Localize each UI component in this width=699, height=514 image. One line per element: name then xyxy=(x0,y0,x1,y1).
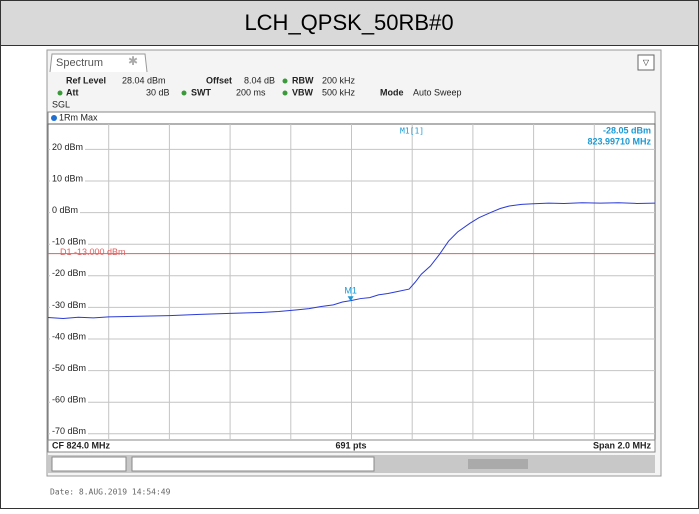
legend-dot xyxy=(51,115,57,121)
y-tick-label-bg xyxy=(50,395,89,405)
y-tick-label-bg xyxy=(50,300,89,310)
header-value: 500 kHz xyxy=(322,87,356,97)
header-dot xyxy=(282,90,288,96)
header-value: 8.04 dB xyxy=(244,75,275,85)
header-value: SGL xyxy=(52,99,70,109)
trace-bar xyxy=(47,111,656,125)
menu-button[interactable] xyxy=(637,54,655,71)
marker-readout-y: -28.05 dBm xyxy=(603,125,651,135)
footer-center: CF 824.0 MHz xyxy=(52,440,111,450)
header-value: 28.04 dBm xyxy=(122,75,166,85)
y-tick-label: 10 dBm xyxy=(52,173,83,183)
title-bar xyxy=(0,0,699,46)
tab xyxy=(49,53,148,73)
trace xyxy=(47,202,656,319)
tab-label: Spectrum xyxy=(56,57,103,69)
marker-readout-label: M1[1] xyxy=(400,127,424,136)
y-tick-label: -70 dBm xyxy=(52,426,86,436)
y-tick-label: -30 dBm xyxy=(52,300,86,310)
y-tick-label: 20 dBm xyxy=(52,142,83,152)
y-tick-label: -20 dBm xyxy=(52,268,86,278)
header-label: Ref Level xyxy=(66,75,106,85)
header-dot xyxy=(181,90,187,96)
marker xyxy=(347,296,354,302)
footer-points: 691 pts xyxy=(335,440,366,450)
marker-readout-x: 823.99710 MHz xyxy=(587,136,651,146)
menu-icon: ▽ xyxy=(643,58,650,67)
header-value: 200 kHz xyxy=(322,75,356,85)
y-tick-label-bg xyxy=(50,174,86,184)
tab-icon: ✱ xyxy=(128,54,138,68)
header-label: Offset xyxy=(206,75,232,85)
y-tick-label: 0 dBm xyxy=(52,205,78,215)
y-tick-label-bg xyxy=(50,237,89,247)
header-label: Mode xyxy=(380,87,404,97)
header-value: 200 ms xyxy=(236,87,266,97)
status-box xyxy=(51,456,127,472)
header-label: RBW xyxy=(292,75,314,85)
header-label: SWT xyxy=(191,87,211,97)
legend-label: 1Rm Max xyxy=(59,112,98,122)
y-tick-label: -40 dBm xyxy=(52,331,86,341)
header-label: VBW xyxy=(292,87,314,97)
date: Date: 8.AUG.2019 14:54:49 xyxy=(50,488,171,497)
y-tick-label: -10 dBm xyxy=(52,237,86,247)
y-tick-label-bg xyxy=(50,363,89,373)
status-progress xyxy=(468,459,528,469)
header-dot xyxy=(282,78,288,84)
header-value: Auto Sweep xyxy=(413,87,462,97)
display-line-label: D1 -13.000 dBm xyxy=(60,247,126,257)
y-tick-label-bg xyxy=(50,205,81,215)
y-tick-label: -50 dBm xyxy=(52,363,86,373)
footer-span: Span 2.0 MHz xyxy=(593,440,652,450)
marker-name: M1 xyxy=(344,286,357,296)
header-dot xyxy=(57,90,63,96)
page-title: LCH_QPSK_50RB#0 xyxy=(244,10,453,35)
header-value: 30 dB xyxy=(146,87,170,97)
plot: 20 dBm 10 dBm 0 dBm -10 dBm -20 dBm -30 dBm -4… xyxy=(47,112,656,440)
y-tick-label-bg xyxy=(50,426,89,436)
y-tick-label-bg xyxy=(50,268,89,278)
y-tick-label-bg xyxy=(50,142,86,152)
y-tick-label-bg xyxy=(50,332,89,342)
header-label: Att xyxy=(66,87,79,97)
status-box xyxy=(131,456,375,472)
y-tick-label: -60 dBm xyxy=(52,395,86,405)
